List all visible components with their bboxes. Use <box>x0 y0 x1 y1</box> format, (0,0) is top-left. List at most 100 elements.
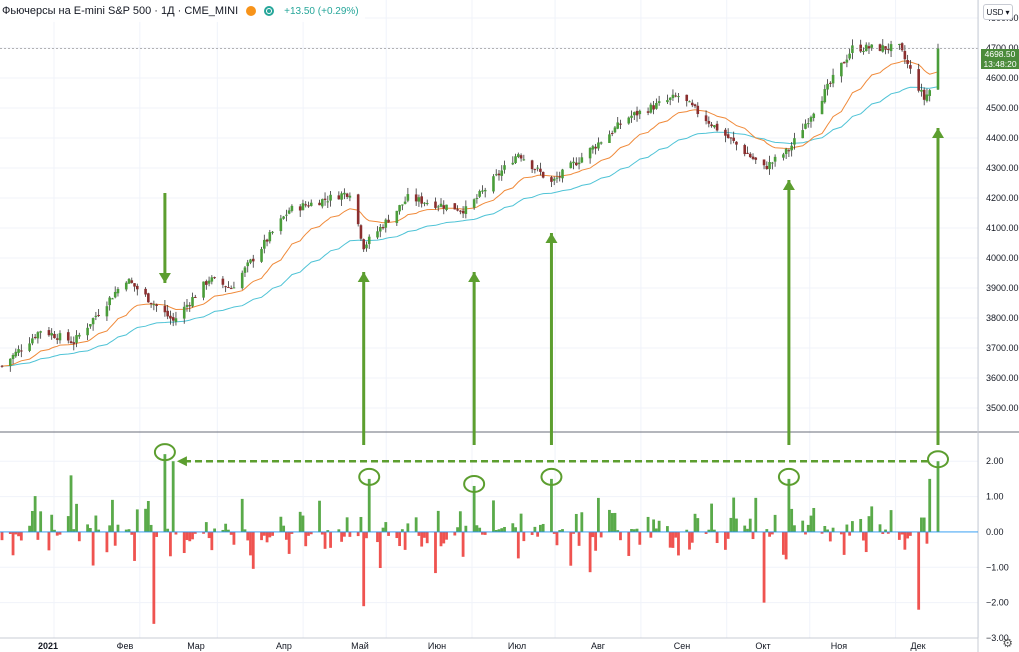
candle <box>889 44 893 52</box>
candle <box>11 354 15 360</box>
histogram-bar <box>762 531 766 603</box>
candle <box>726 134 730 138</box>
candle <box>713 125 716 128</box>
candle <box>517 154 520 158</box>
histogram-bar <box>903 531 907 550</box>
candle <box>646 111 650 113</box>
histogram-bar <box>635 528 639 532</box>
candle <box>124 282 128 290</box>
histogram-bar <box>671 531 675 548</box>
candle <box>511 162 515 165</box>
histogram-bar <box>632 529 636 532</box>
candle <box>0 365 4 367</box>
histogram-bar <box>561 529 564 532</box>
candle <box>840 62 843 77</box>
gear-icon[interactable]: ⚙ <box>1002 636 1013 650</box>
histogram-bar <box>287 531 291 554</box>
price-tick-label: 4600.00 <box>986 73 1019 83</box>
histogram-bar <box>732 497 736 532</box>
price-axis: 4800.004700.004600.004500.004400.004300.… <box>986 13 1019 643</box>
histogram-bar <box>240 498 244 532</box>
histogram-bar <box>127 529 131 532</box>
histogram-bar <box>533 526 537 532</box>
histogram-bar <box>323 531 327 549</box>
histogram-bar <box>342 531 346 537</box>
candle <box>864 44 868 52</box>
candle <box>376 231 379 238</box>
candle <box>928 90 932 96</box>
candle <box>588 148 592 159</box>
histogram-bar <box>387 531 390 536</box>
candle <box>657 101 661 104</box>
candle <box>909 65 912 69</box>
candle <box>436 206 440 208</box>
histogram-bar <box>260 531 263 541</box>
histogram-bar <box>251 531 255 569</box>
histogram-bar <box>152 531 156 624</box>
histogram-bar <box>492 500 495 532</box>
candle <box>202 281 205 298</box>
histogram-bar <box>456 527 459 532</box>
candle <box>240 272 244 289</box>
histogram-bar <box>30 510 34 532</box>
histogram-bar <box>922 517 926 532</box>
time-tick-label: Ноя <box>831 641 848 651</box>
histogram-bar <box>707 529 711 532</box>
histogram-bar <box>472 485 476 532</box>
candle <box>530 160 534 170</box>
histogram-bar <box>878 524 882 532</box>
candle <box>265 239 269 242</box>
candle <box>503 165 506 170</box>
candle <box>133 283 136 287</box>
candle <box>213 277 216 279</box>
candle <box>127 279 131 284</box>
candle <box>260 249 263 262</box>
osc-tick-label: −3.00 <box>986 633 1009 643</box>
price-tick-label: 4500.00 <box>986 103 1019 113</box>
histogram-bar <box>55 531 59 536</box>
candle <box>47 330 51 336</box>
candle <box>401 204 404 206</box>
histogram-bar <box>768 531 771 537</box>
histogram-bar <box>522 531 526 542</box>
histogram-bar <box>770 531 774 535</box>
market-open-icon[interactable] <box>264 6 275 16</box>
candle <box>632 112 636 116</box>
time-tick-label: Июн <box>428 641 446 651</box>
candle <box>169 315 172 319</box>
histogram-bar <box>356 531 360 537</box>
candle <box>456 209 459 211</box>
candle <box>387 219 390 223</box>
histogram-bar <box>481 531 484 535</box>
candle <box>917 69 920 91</box>
candle <box>182 306 186 319</box>
candle <box>619 123 622 125</box>
candle <box>655 103 658 109</box>
histogram-bar <box>188 531 192 542</box>
time-tick-label: Май <box>351 641 369 651</box>
time-tick-label: Дек <box>910 641 925 651</box>
histogram-bar <box>729 517 733 532</box>
candle <box>135 285 139 290</box>
histogram-bar <box>271 531 274 536</box>
currency-selector[interactable]: USD ▾ <box>983 4 1013 20</box>
symbol-title[interactable]: Фьючерсы на E-mini S&P 500 · 1Д · CME_MI… <box>2 5 239 17</box>
histogram-bar <box>826 529 829 532</box>
candle <box>569 162 573 169</box>
histogram-bar <box>638 531 642 545</box>
histogram-bar <box>613 512 617 532</box>
histogram-bar <box>210 531 214 551</box>
candle <box>287 210 291 214</box>
histogram-bar <box>337 529 341 532</box>
histogram-bar <box>243 529 247 532</box>
down-arrow-head <box>158 273 171 283</box>
osc-tick-label: −1.00 <box>986 562 1009 572</box>
osc-tick-label: 1.00 <box>986 492 1004 502</box>
histogram-bar <box>94 515 98 532</box>
histogram-bar <box>886 531 890 534</box>
candle <box>599 142 603 144</box>
histogram-bar <box>116 524 120 532</box>
histogram-bar <box>627 531 631 556</box>
histogram-bar <box>442 531 446 544</box>
